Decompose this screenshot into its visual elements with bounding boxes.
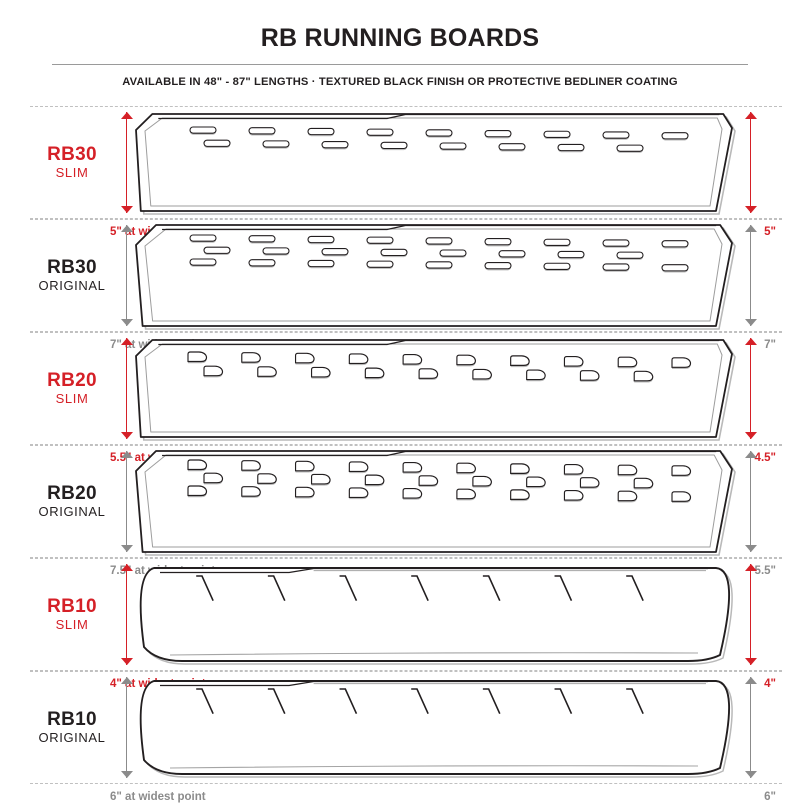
height-dimension-arrow-rb20-slim [744, 338, 758, 439]
model-variant: SLIM [55, 617, 89, 633]
arrow-down-icon [745, 432, 757, 439]
height-dimension-arrow-rb20-original [744, 451, 758, 552]
model-name: RB20 [47, 369, 97, 391]
dimension-line [750, 677, 752, 778]
model-name: RB10 [47, 708, 97, 730]
header-subtitle: AVAILABLE IN 48" - 87" LENGTHS · TEXTURE… [122, 76, 678, 88]
dimension-line [126, 225, 128, 326]
arrow-down-icon [745, 658, 757, 665]
arrow-down-icon [121, 432, 133, 439]
page-title: RB RUNNING BOARDS [260, 24, 540, 52]
dimension-line [126, 677, 128, 778]
model-label-rb10-original: RB10 ORIGINAL [30, 708, 114, 746]
dimension-line [750, 225, 752, 326]
width-dimension-arrow-rb20-original [120, 451, 134, 552]
guide-line-bottom [30, 670, 782, 671]
width-caption-rb10-original: 6" at widest point [110, 791, 206, 803]
width-dimension-arrow-rb20-slim [120, 338, 134, 439]
arrow-down-icon [745, 545, 757, 552]
product-row-rb20-original: RB20 ORIGINAL [0, 445, 800, 577]
width-dimension-arrow-rb10-original [120, 677, 134, 778]
width-dimension-arrow-rb10-slim [120, 564, 134, 665]
guide-line-top [30, 106, 782, 107]
model-variant: ORIGINAL [38, 730, 106, 746]
height-caption-rb10-slim: 4" [764, 678, 776, 690]
arrow-down-icon [745, 206, 757, 213]
dimension-line [750, 564, 752, 665]
arrow-down-icon [121, 319, 133, 326]
guide-line-bottom [30, 331, 782, 332]
product-row-rb30-slim: RB30 SLIM [0, 106, 800, 238]
height-caption-rb20-original: 5.5" [754, 565, 776, 577]
width-dimension-arrow-rb30-original [120, 225, 134, 326]
model-label-rb20-original: RB20 ORIGINAL [30, 482, 114, 520]
arrow-down-icon [745, 771, 757, 778]
guide-line-top [30, 445, 782, 446]
model-variant: SLIM [55, 391, 89, 407]
arrow-down-icon [121, 206, 133, 213]
board-illustration-rb30-slim [130, 106, 742, 219]
height-caption-rb20-slim: 4.5" [754, 452, 776, 464]
model-name: RB20 [47, 482, 97, 504]
product-row-rb10-original: RB10 ORIGINAL 6" at widest point 6" [0, 671, 800, 803]
height-dimension-arrow-rb10-slim [744, 564, 758, 665]
guide-line-bottom [30, 444, 782, 445]
model-name: RB30 [47, 143, 97, 165]
board-illustration-rb10-slim [130, 558, 742, 671]
product-row-rb30-original: RB30 ORIGINAL [0, 219, 800, 351]
dimension-line [126, 338, 128, 439]
model-label-rb10-slim: RB10 SLIM [30, 595, 114, 633]
guide-line-top [30, 219, 782, 220]
product-row-rb10-slim: RB10 SLIM 4" at widest point 4" [0, 558, 800, 690]
dimension-line [750, 338, 752, 439]
model-label-rb20-slim: RB20 SLIM [30, 369, 114, 407]
product-rows: RB30 SLIM [0, 106, 800, 803]
height-caption-rb10-original: 6" [764, 791, 776, 803]
model-variant: SLIM [55, 165, 89, 181]
guide-line-bottom [30, 218, 782, 219]
header-divider [52, 64, 748, 65]
guide-line-top [30, 332, 782, 333]
model-name: RB30 [47, 256, 97, 278]
height-dimension-arrow-rb30-original [744, 225, 758, 326]
product-row-rb20-slim: RB20 SLIM [0, 332, 800, 464]
board-illustration-rb30-original [130, 219, 742, 332]
guide-line-top [30, 558, 782, 559]
board-illustration-rb20-original [130, 445, 742, 558]
dimension-line [126, 112, 128, 213]
guide-line-bottom [30, 557, 782, 558]
model-variant: ORIGINAL [38, 278, 106, 294]
dimension-line [750, 112, 752, 213]
dimension-line [750, 451, 752, 552]
model-variant: ORIGINAL [38, 504, 106, 520]
model-name: RB10 [47, 595, 97, 617]
header: RB RUNNING BOARDS AVAILABLE IN 48" - 87"… [0, 0, 800, 88]
model-label-rb30-slim: RB30 SLIM [30, 143, 114, 181]
model-label-rb30-original: RB30 ORIGINAL [30, 256, 114, 294]
height-dimension-arrow-rb30-slim [744, 112, 758, 213]
board-illustration-rb10-original [130, 671, 742, 784]
arrow-down-icon [121, 658, 133, 665]
height-caption-rb30-original: 7" [764, 339, 776, 351]
height-dimension-arrow-rb10-original [744, 677, 758, 778]
height-caption-rb30-slim: 5" [764, 226, 776, 238]
board-illustration-rb20-slim [130, 332, 742, 445]
guide-line-bottom [30, 783, 782, 784]
arrow-down-icon [121, 771, 133, 778]
arrow-down-icon [121, 545, 133, 552]
guide-line-top [30, 671, 782, 672]
width-dimension-arrow-rb30-slim [120, 112, 134, 213]
dimension-line [126, 451, 128, 552]
dimension-line [126, 564, 128, 665]
arrow-down-icon [745, 319, 757, 326]
